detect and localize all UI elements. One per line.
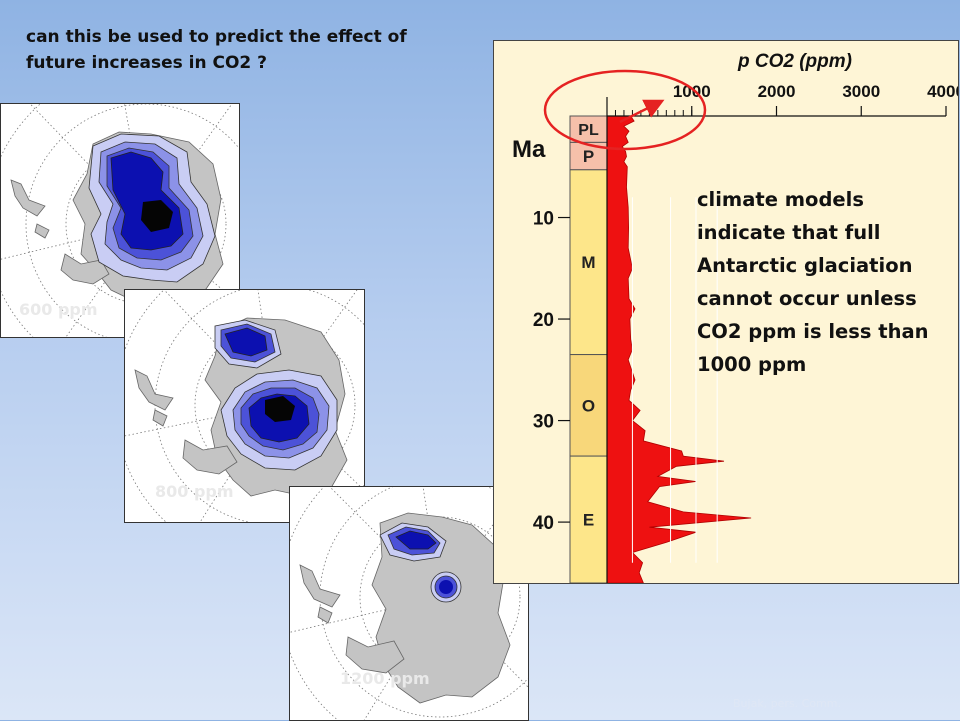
co2-chart: PL P M O E 1000 2000 3000 4000 10 20 30 40 p CO2 (p… [493, 40, 959, 584]
map-panel-1200: 1200 ppm [289, 486, 529, 721]
epoch-label-pl: PL [578, 122, 599, 139]
epoch-label-p: P [583, 147, 594, 166]
epoch-label-o: O [582, 396, 595, 415]
reference-lines [631, 197, 718, 563]
x-tick-label: 2000 [758, 82, 796, 101]
epoch-column: PL P M O E [569, 115, 608, 583]
chart-title: p CO2 (ppm) [737, 51, 852, 72]
ice-sheet [214, 319, 338, 471]
credit-text: Bujak, pers. Comm. [733, 697, 842, 710]
question-text: can this be used to predict the effect o… [26, 27, 407, 73]
y-axis-label: Ma [512, 136, 546, 163]
y-tick-label: 40 [533, 513, 554, 534]
y-tick-label: 20 [533, 310, 554, 331]
x-tick-label: 4000 [927, 82, 958, 101]
ice-sheet [379, 522, 462, 603]
epoch-m [569, 169, 608, 356]
callout-text: climate models indicate that full Antarc… [697, 188, 929, 376]
epoch-label-e: E [583, 511, 594, 530]
land-mass [299, 512, 511, 704]
y-tick-label: 10 [533, 209, 554, 230]
ice-sheet [88, 133, 216, 283]
x-tick-label: 1000 [673, 82, 711, 101]
epoch-label-m: M [581, 253, 595, 272]
epoch-o [569, 354, 608, 457]
map-panel-600: 600 ppm [0, 103, 240, 338]
y-tick-label: 30 [533, 412, 554, 433]
x-tick-label: 3000 [842, 82, 880, 101]
